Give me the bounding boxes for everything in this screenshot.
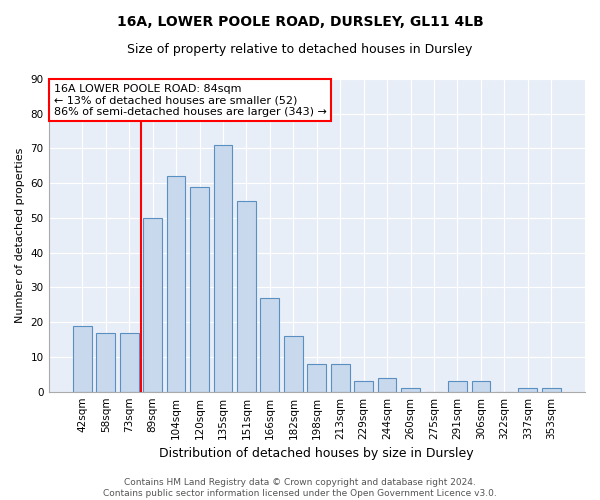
Bar [284,336,303,392]
Bar [237,200,256,392]
Text: Contains HM Land Registry data © Crown copyright and database right 2024.
Contai: Contains HM Land Registry data © Crown c… [103,478,497,498]
Bar [120,332,139,392]
Bar [97,332,115,392]
Text: Size of property relative to detached houses in Dursley: Size of property relative to detached ho… [127,42,473,56]
Bar [331,364,350,392]
X-axis label: Distribution of detached houses by size in Dursley: Distribution of detached houses by size … [160,447,474,460]
Bar [542,388,560,392]
Bar [167,176,185,392]
Bar [214,145,232,392]
Bar [401,388,420,392]
Bar [448,382,467,392]
Bar [354,382,373,392]
Bar [518,388,537,392]
Text: 16A, LOWER POOLE ROAD, DURSLEY, GL11 4LB: 16A, LOWER POOLE ROAD, DURSLEY, GL11 4LB [116,15,484,29]
Bar [307,364,326,392]
Bar [143,218,162,392]
Bar [378,378,397,392]
Y-axis label: Number of detached properties: Number of detached properties [15,148,25,323]
Bar [190,186,209,392]
Bar [260,298,279,392]
Text: 16A LOWER POOLE ROAD: 84sqm
← 13% of detached houses are smaller (52)
86% of sem: 16A LOWER POOLE ROAD: 84sqm ← 13% of det… [54,84,327,117]
Bar [472,382,490,392]
Bar [73,326,92,392]
